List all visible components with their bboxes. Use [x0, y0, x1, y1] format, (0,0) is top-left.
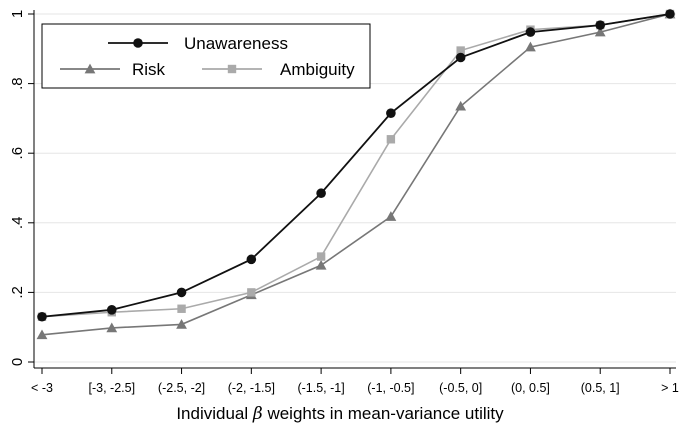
- legend-marker: [227, 64, 237, 74]
- legend-item-unawareness: Unawareness: [108, 34, 288, 53]
- legend-label: Unawareness: [184, 34, 288, 53]
- y-tick-label: 0: [9, 358, 26, 366]
- x-tick-label: < -3: [31, 381, 53, 395]
- data-point: [525, 27, 536, 37]
- x-axis-title-symbol: β: [252, 404, 263, 424]
- data-point: [386, 108, 396, 118]
- data-point: [247, 288, 256, 297]
- x-tick-label: > 1: [661, 381, 679, 395]
- x-axis-title-suffix: weights in mean-variance utility: [262, 404, 504, 423]
- data-point: [316, 252, 326, 261]
- y-tick-label: 1: [9, 10, 26, 18]
- data-point: [106, 322, 118, 333]
- legend-item-ambiguity: Ambiguity: [202, 60, 355, 79]
- x-tick-label: (-0.5, 0]: [439, 381, 482, 395]
- data-point: [37, 311, 47, 322]
- data-point: [315, 259, 327, 270]
- data-point: [455, 100, 467, 111]
- x-tick-label: (-2.5, -2]: [158, 381, 205, 395]
- series-unawareness: [37, 9, 675, 322]
- legend-item-risk: Risk: [60, 60, 166, 79]
- x-axis-ticks: < -3 [-3, -2.5] (-2.5, -2] (-2, -1.5] (-1.5,…: [31, 368, 679, 395]
- legend-marker: [133, 38, 143, 48]
- y-tick-label: .2: [9, 286, 26, 299]
- x-tick-label: (-1.5, -1]: [297, 381, 344, 395]
- legend: Unawareness Risk Ambiguity: [41, 23, 371, 89]
- data-point: [176, 287, 187, 298]
- data-point: [36, 329, 48, 340]
- series-line: [41, 13, 671, 318]
- legend-label: Ambiguity: [280, 60, 355, 79]
- series-line: [41, 13, 671, 336]
- data-point: [525, 41, 536, 52]
- legend-marker: [84, 63, 96, 74]
- data-point: [455, 52, 466, 63]
- data-point: [177, 304, 186, 313]
- legend-label: Risk: [132, 60, 166, 79]
- x-tick-label: (-2, -1.5]: [228, 381, 275, 395]
- axes: [33, 10, 676, 369]
- y-axis-ticks: 0 .2 .4 .6 .8 1: [9, 10, 34, 366]
- data-point: [665, 9, 675, 19]
- legend-box: [41, 23, 371, 89]
- data-point: [176, 319, 187, 329]
- x-tick-label: [-3, -2.5]: [89, 381, 136, 395]
- x-tick-label: (0, 0.5]: [511, 381, 550, 395]
- data-point: [106, 305, 117, 315]
- x-tick-label: (-1, -0.5]: [367, 381, 414, 395]
- y-tick-label: .4: [9, 217, 26, 230]
- data-point: [246, 254, 257, 265]
- x-axis-title-prefix: Individual: [176, 404, 253, 423]
- series-group: [36, 8, 676, 340]
- y-tick-label: .6: [9, 147, 26, 160]
- x-tick-label: (0.5, 1]: [581, 381, 620, 395]
- data-point: [385, 211, 397, 221]
- x-axis-title: Individual β weights in mean-variance ut…: [0, 404, 680, 424]
- y-tick-label: .8: [9, 77, 26, 90]
- data-point: [594, 26, 606, 37]
- series-risk: [36, 8, 676, 340]
- series-line: [41, 13, 671, 318]
- data-point: [386, 135, 396, 144]
- data-point: [595, 20, 606, 30]
- data-point: [316, 188, 326, 199]
- data-point: [456, 46, 465, 55]
